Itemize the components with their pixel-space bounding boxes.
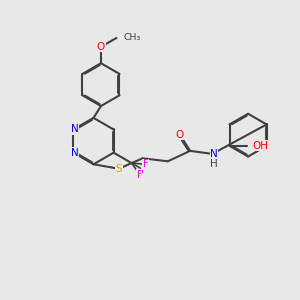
Text: S: S (116, 164, 122, 174)
Text: CH₃: CH₃ (123, 33, 140, 42)
Text: F: F (141, 165, 147, 175)
Text: F: F (137, 170, 143, 180)
Text: F: F (143, 159, 149, 169)
Text: N: N (210, 149, 218, 159)
Text: N: N (71, 124, 79, 134)
Text: OH: OH (253, 141, 269, 151)
Text: O: O (97, 42, 105, 52)
Text: O: O (176, 130, 184, 140)
Text: H: H (210, 159, 218, 169)
Text: N: N (71, 148, 79, 158)
